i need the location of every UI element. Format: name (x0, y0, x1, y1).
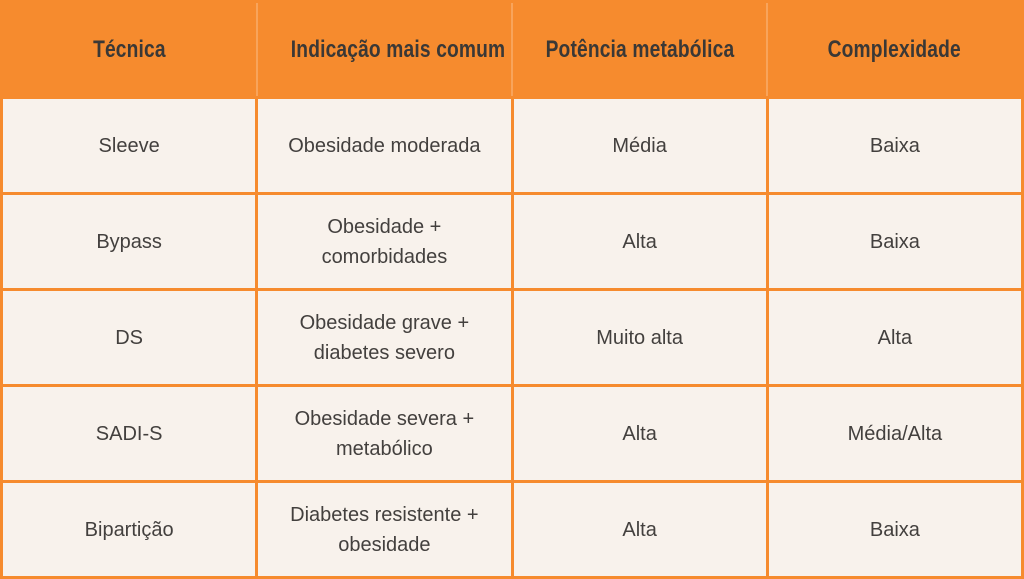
table-cell: Alta (510, 192, 769, 291)
table-cell: Baixa (765, 96, 1024, 195)
technique-cell: SADI-S (0, 384, 259, 483)
table-cell: Média/Alta (765, 384, 1024, 483)
technique-cell: Bipartição (0, 480, 259, 579)
column-header: Indicação mais comum (255, 1, 512, 98)
table-header: Técnica Indicação mais comum Potência meta… (1, 1, 1023, 98)
column-header: Técnica (1, 1, 257, 98)
table-cell: Muito alta (510, 288, 769, 387)
table-row: DS Obesidade grave + diabetes severo Muito… (0, 288, 1024, 387)
table-cell: Obesidade moderada (255, 96, 514, 195)
column-header: Potência metabólica (510, 1, 768, 98)
table-row: Bypass Obesidade + comorbidades Alta Baixa (0, 192, 1024, 291)
table-row: Bipartição Diabetes resistente + obesidad… (0, 480, 1024, 579)
table-body: Sleeve Obesidade moderada Média Baixa Bypass… (0, 96, 1024, 579)
table-cell: Alta (765, 288, 1024, 387)
column-header-label: Potência metabólica (545, 35, 734, 63)
table-cell: Diabetes resistente + obesidade (255, 480, 514, 579)
table-cell: Obesidade grave + diabetes severo (255, 288, 514, 387)
table-cell: Baixa (765, 480, 1024, 579)
header-row: Técnica Indicação mais comum Potência meta… (1, 1, 1023, 98)
table-cell: Alta (510, 480, 769, 579)
table-cell: Obesidade severa + metabólico (255, 384, 514, 483)
column-header-label: Indicação mais comum (290, 35, 506, 63)
table-cell: Alta (510, 384, 769, 483)
technique-cell: DS (0, 288, 259, 387)
table-row: Sleeve Obesidade moderada Média Baixa (0, 96, 1024, 195)
column-header-label: Técnica (93, 35, 166, 63)
table-row: SADI-S Obesidade severa + metabólico Alta M… (0, 384, 1024, 483)
technique-cell: Bypass (0, 192, 259, 291)
technique-cell: Sleeve (0, 96, 259, 195)
column-header: Complexidade (766, 1, 1023, 98)
table-cell: Obesidade + comorbidades (255, 192, 514, 291)
column-header-label: Complexidade (828, 35, 962, 63)
table-cell: Baixa (765, 192, 1024, 291)
table-cell: Média (510, 96, 769, 195)
